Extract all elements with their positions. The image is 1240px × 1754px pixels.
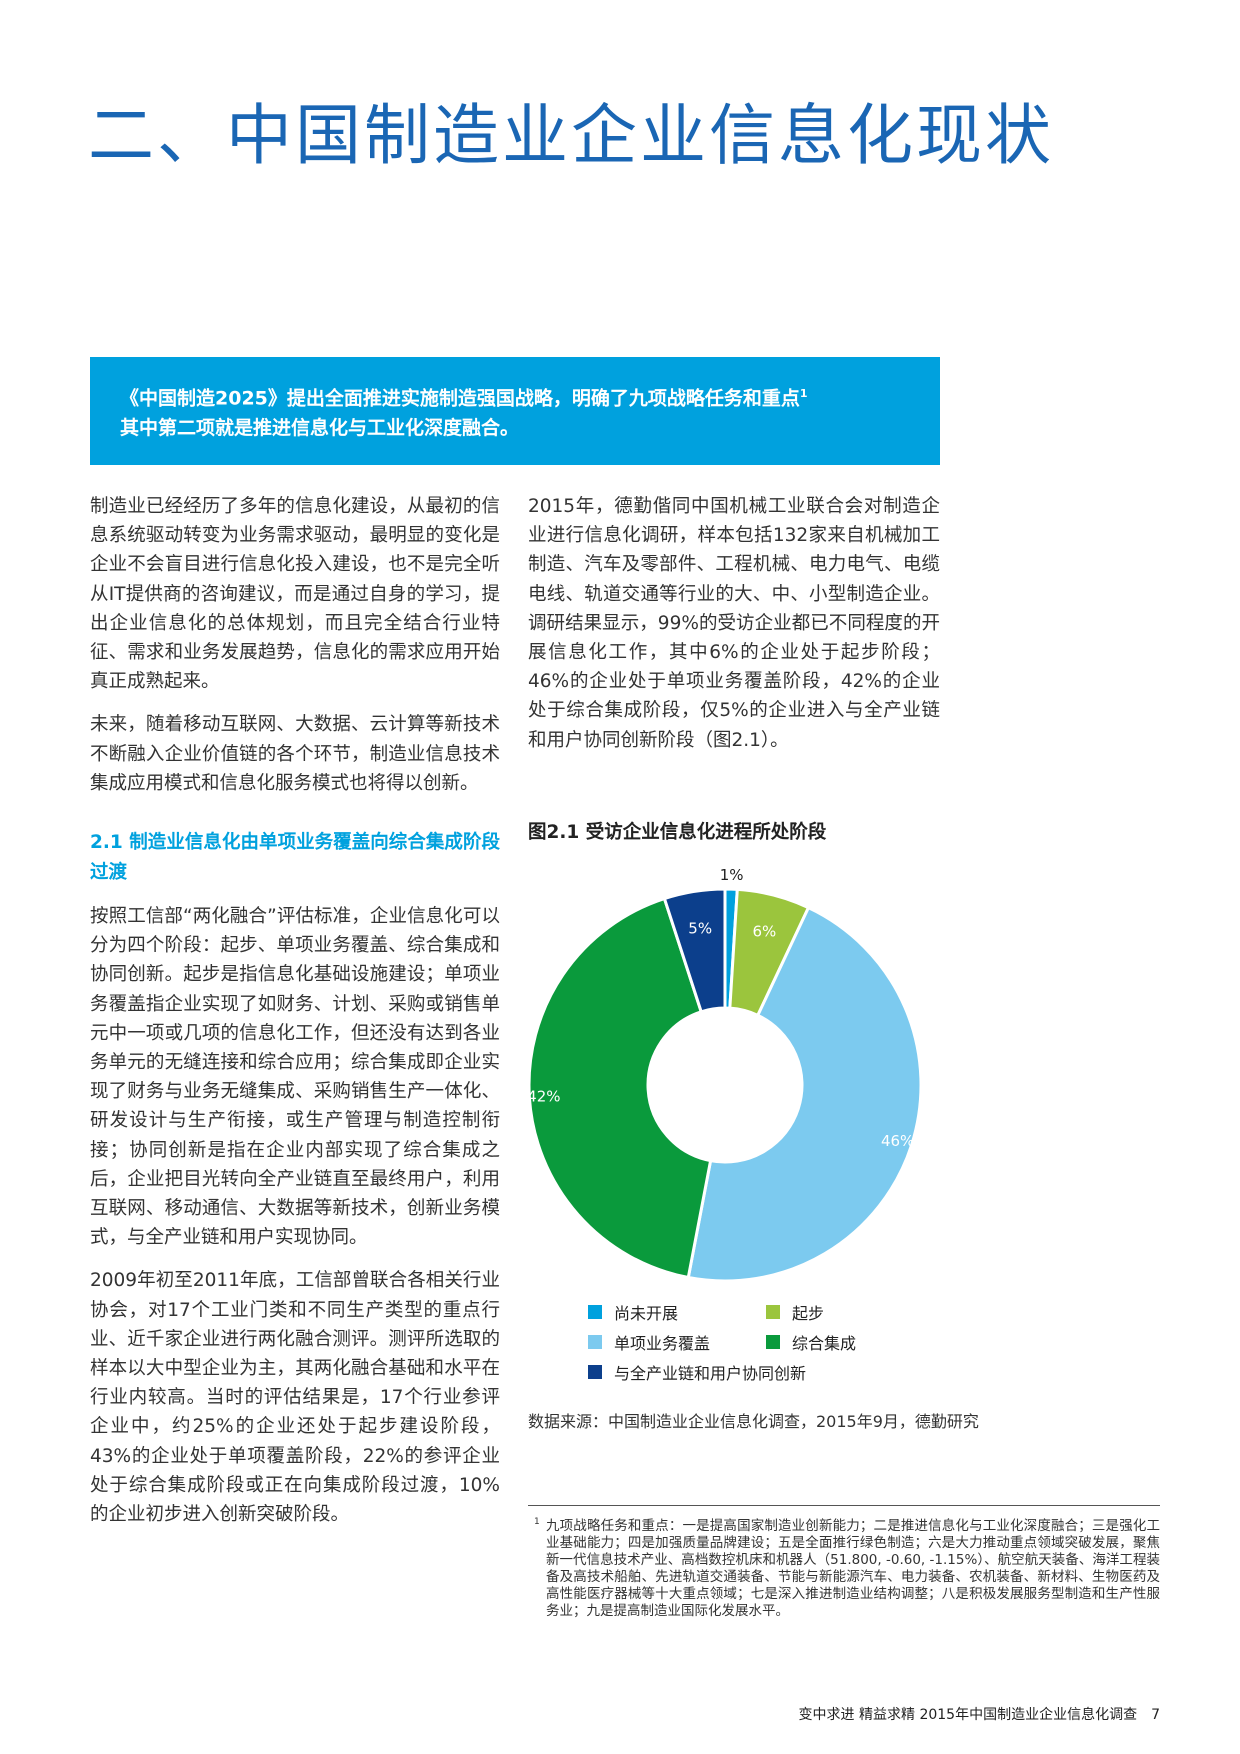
paragraph: 未来，随着移动互联网、大数据、云计算等新技术不断融入企业价值链的各个环节，制造业… [90,714,500,794]
paragraph: 按照工信部“两化融合”评估标准，企业信息化可以分为四个阶段：起步、单项业务覆盖、… [90,906,500,1249]
callout-box: 《中国制造2025》提出全面推进实施制造强国战略，明确了九项战略任务和重点1 其… [90,357,940,465]
legend-label: 综合集成 [792,1334,857,1353]
footnote-divider [528,1505,1160,1506]
legend-item: 综合集成 [766,1330,856,1354]
donut-label: 1% [720,866,744,884]
right-column: 2015年，德勤偕同中国机械工业联合会对制造企业进行信息化调研，样本包括132家… [528,492,940,769]
legend-swatch [766,1335,780,1349]
legend-item: 起步 [766,1300,824,1324]
paragraph: 2015年，德勤偕同中国机械工业联合会对制造企业进行信息化调研，样本包括132家… [528,496,940,751]
left-column: 制造业已经经历了多年的信息化建设，从最初的信息系统驱动转变为业务需求驱动，最明显… [90,492,500,1543]
legend-swatch [766,1305,780,1319]
donut-label: 46% [881,1132,914,1150]
footnote-ref[interactable]: 1 [799,387,808,400]
legend-swatch [588,1365,602,1379]
donut-label: 42% [527,1087,560,1105]
page-footer: 变中求进 精益求精 2015年中国制造业企业信息化调查 7 [799,1704,1160,1724]
legend-item: 单项业务覆盖 [588,1330,710,1354]
page-title: 二、中国制造业企业信息化现状 [88,97,1054,174]
paragraph: 制造业已经经历了多年的信息化建设，从最初的信息系统驱动转变为业务需求驱动，最明显… [90,496,500,693]
donut-slice-2 [686,905,923,1283]
donut-slice-3 [527,896,713,1280]
paragraph: 2009年初至2011年底，工信部曾联合各相关行业协会，对17个工业门类和不同生… [90,1270,500,1526]
legend-label: 单项业务覆盖 [614,1334,711,1353]
donut-chart: 1% 6% 46% 42% 5% [527,866,923,1283]
legend-label: 尚未开展 [614,1304,679,1323]
callout-line-1: 《中国制造2025》提出全面推进实施制造强国战略，明确了九项战略任务和重点 [120,387,800,410]
donut-slice-4 [662,887,727,1014]
donut-label: 5% [688,919,712,937]
footnote-mark: 1 [534,1517,540,1527]
legend-swatch [588,1305,602,1319]
footnote-text: 九项战略任务和重点：一是提高国家制造业创新能力；二是推进信息化与工业化深度融合；… [546,1518,1160,1619]
section-heading: 2.1 制造业信息化由单项业务覆盖向综合集成阶段过渡 [90,832,500,884]
legend-label: 起步 [792,1304,825,1323]
data-source: 数据来源：中国制造业企业信息化调查，2015年9月，德勤研究 [528,1412,979,1431]
footnote: 1 九项战略任务和重点：一是提高国家制造业创新能力；二是推进信息化与工业化深度融… [534,1517,1160,1620]
donut-label: 6% [753,922,777,940]
callout-line-2: 其中第二项就是推进信息化与工业化深度融合。 [120,417,520,440]
legend-swatch [588,1335,602,1349]
page-number: 7 [1151,1707,1160,1723]
legend-item: 与全产业链和用户协同创新 [588,1360,806,1384]
footer-text: 变中求进 精益求精 2015年中国制造业企业信息化调查 [798,1707,1138,1723]
legend-label: 与全产业链和用户协同创新 [614,1364,807,1383]
legend-item: 尚未开展 [588,1300,678,1324]
figure-title: 图2.1 受访企业信息化进程所处阶段 [528,822,827,843]
